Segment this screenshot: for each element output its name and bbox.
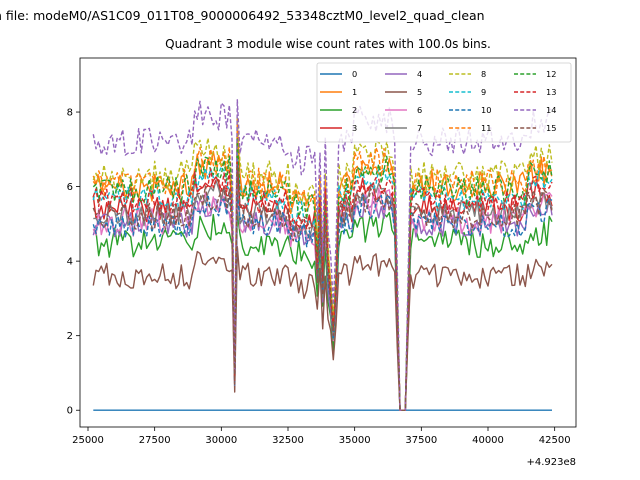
series-line-15	[92, 164, 553, 411]
legend-box	[316, 62, 572, 143]
legend-label-11: 11	[481, 123, 491, 133]
chart-title: Quadrant 3 module wise count rates with …	[165, 37, 491, 51]
y-tick-label: 0	[67, 406, 73, 417]
legend-label-13: 13	[546, 87, 556, 97]
x-tick-label: 25000	[72, 435, 104, 446]
legend-label-14: 14	[546, 105, 556, 115]
y-axis: 0 2 4 6 8	[67, 108, 80, 417]
x-tick-label: 27500	[139, 435, 171, 446]
legend-label-1: 1	[352, 87, 357, 97]
legend-label-12: 12	[546, 69, 556, 79]
series-line-14	[92, 99, 553, 411]
legend-label-9: 9	[481, 87, 486, 97]
plot-frame	[79, 57, 577, 428]
x-tick-label: 42500	[539, 435, 571, 446]
x-axis: 25000 27500 30000 32500 35000 37500 40000 42500	[72, 427, 571, 446]
legend-label-4: 4	[417, 69, 422, 79]
series-line-5	[92, 245, 553, 411]
y-tick-label: 4	[67, 257, 73, 268]
legend-label-0: 0	[352, 69, 357, 79]
series-layer	[92, 99, 553, 411]
y-tick-label: 6	[67, 182, 73, 193]
x-tick-label: 35000	[339, 435, 371, 446]
x-offset-label: +4.923e8	[526, 457, 576, 468]
legend-label-10: 10	[481, 105, 491, 115]
legend-label-6: 6	[417, 105, 422, 115]
x-tick-label: 30000	[205, 435, 237, 446]
x-tick-label: 40000	[472, 435, 504, 446]
series-line-2	[92, 211, 553, 411]
legend-label-5: 5	[417, 87, 422, 97]
legend-label-8: 8	[481, 69, 486, 79]
y-tick-label: 8	[67, 108, 73, 119]
x-tick-label: 32500	[272, 435, 304, 446]
x-tick-label: 37500	[405, 435, 437, 446]
legend-label-3: 3	[352, 123, 357, 133]
series-line-7	[93, 154, 553, 411]
chart-suptitle: n file: modeM0/AS1C09_011T08_9000006492_…	[0, 8, 485, 23]
y-tick-label: 2	[67, 331, 73, 342]
legend-label-15: 15	[546, 123, 556, 133]
legend-label-7: 7	[417, 123, 422, 133]
legend-label-2: 2	[352, 105, 357, 115]
